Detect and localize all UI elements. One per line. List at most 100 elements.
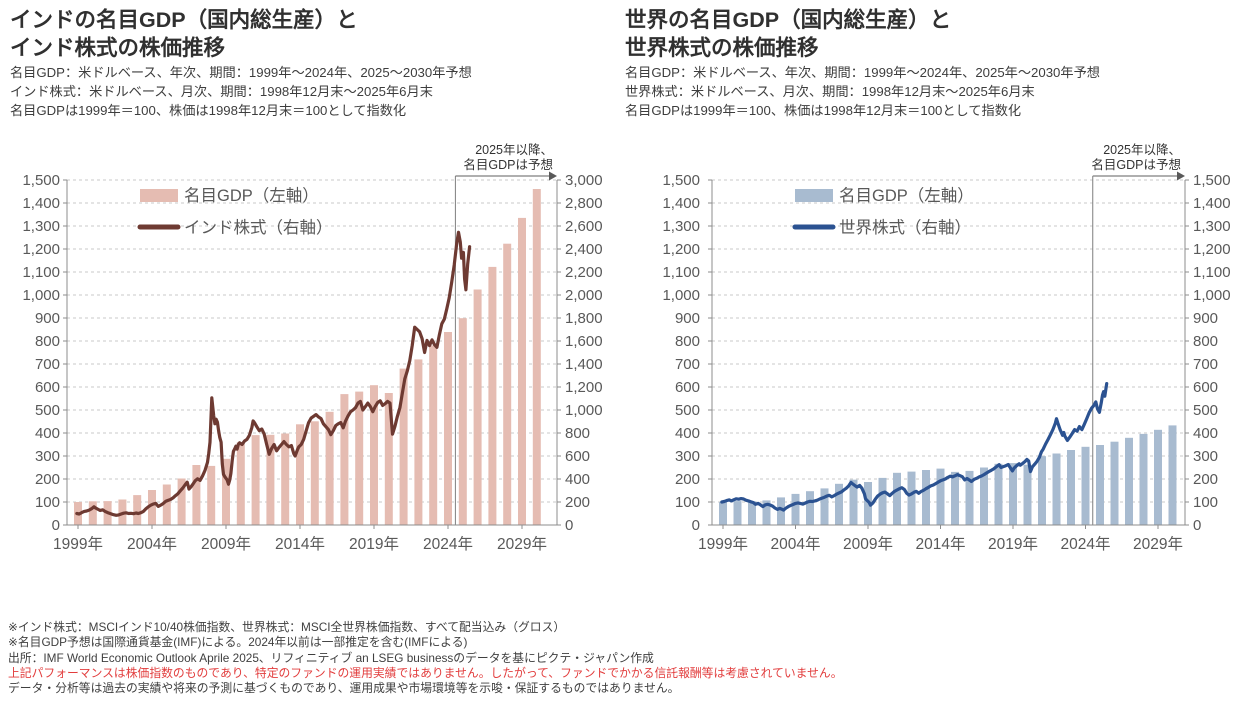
world-gdp-bar (965, 470, 974, 525)
right-axis-label: 800 (565, 425, 590, 442)
world-gdp-bar (806, 491, 814, 525)
india-gdp-bar (296, 424, 304, 525)
world-gdp-bar (777, 497, 785, 525)
left-axis-label: 0 (692, 517, 700, 534)
world-gdp-bar (1096, 445, 1104, 525)
india-gdp-bar (266, 434, 275, 525)
left-axis-label: 500 (675, 402, 700, 419)
right-axis-label: 3,000 (565, 172, 603, 189)
left-axis-label: 800 (35, 333, 60, 350)
world-stock-line (720, 382, 1109, 512)
india-chart-title: インドの名目GDP（国内総生産）と インド株式の株価推移 (10, 7, 358, 62)
india-subtitle-line1: 名目GDP：米ドルベース、年次、期間：1999年～2024年、2025～2030… (10, 65, 472, 80)
left-axis-label: 500 (35, 402, 60, 419)
x-axis-label: 2019年 (349, 535, 399, 553)
x-axis-label: 1999年 (53, 535, 103, 553)
legend-bar-label: 名目GDP（左軸） (184, 186, 319, 205)
right-axis-label: 300 (1193, 448, 1218, 465)
x-axis-label: 2014年 (275, 535, 325, 553)
right-axis-label: 1,500 (1193, 172, 1231, 189)
world-gdp-bar (835, 483, 843, 525)
right-axis-label: 200 (565, 494, 590, 511)
legend-line-label: インド株式（右軸） (184, 218, 333, 237)
world-gdp-bar (893, 472, 901, 525)
world-gdp-bar (1139, 433, 1148, 525)
world-gdp-bar (980, 467, 988, 525)
x-axis-label: 2024年 (423, 535, 473, 553)
left-axis-label: 100 (675, 494, 700, 511)
right-axis-label: 2,800 (565, 195, 603, 212)
india-gdp-bar (429, 345, 438, 525)
world-gdp-bar (1081, 446, 1090, 525)
world-title-line2: 世界株式の株価推移 (625, 35, 819, 60)
right-axis-label: 1,600 (565, 333, 603, 350)
world-title-line1: 世界の名目GDP（国内総生産）と (625, 8, 952, 32)
india-gdp-bar (458, 318, 467, 525)
left-axis-label: 1,100 (22, 264, 60, 281)
india-gdp-bar (162, 484, 171, 525)
india-gdp-bar (251, 435, 260, 525)
right-axis-label: 1,200 (1193, 241, 1231, 258)
right-axis-label: 1,300 (1193, 218, 1231, 235)
right-axis-label: 1,200 (565, 379, 603, 396)
forecast-arrow-head (1177, 171, 1185, 181)
right-axis-label: 1,100 (1193, 264, 1231, 281)
world-gdp-bar (1038, 456, 1046, 525)
india-gdp-bar (222, 458, 230, 525)
left-axis-label: 1,500 (22, 172, 60, 189)
right-axis-label: 1,800 (565, 310, 603, 327)
world-gdp-bar (1168, 425, 1177, 525)
india-gdp-bar (414, 359, 423, 525)
left-axis-label: 800 (675, 333, 700, 350)
world-gdp-bar (878, 477, 887, 525)
india-gdp-bar (177, 478, 186, 525)
india-stock-line (75, 230, 472, 517)
right-axis-label: 200 (1193, 471, 1218, 488)
world-subtitle-line3: 名目GDPは1999年＝100、株価は1998年12月末＝100として指数化 (625, 103, 1022, 119)
world-gdp-bar (1067, 450, 1075, 525)
india-subtitle-line2: インド株式：米ドルベース、月次、期間：1998年12月末～2025年6月末 (10, 84, 433, 100)
india-gdp-bar (310, 421, 319, 525)
footnotes: ※インド株式：MSCIインド10/40株価指数、世界株式：MSCI全世界株価指数… (8, 620, 843, 697)
forecast-annotation-line2: 名目GDPは予想 (1091, 157, 1181, 172)
world-gdp-bar (1110, 441, 1119, 525)
world-gdp-bar (1125, 437, 1133, 525)
india-gdp-bar (340, 394, 349, 525)
world-gdp-bar (748, 501, 756, 525)
left-axis-label: 900 (675, 310, 700, 327)
left-axis-label: 400 (675, 425, 700, 442)
legend-bar-label: 名目GDP（左軸） (839, 186, 974, 205)
world-gdp-bar (951, 471, 959, 525)
left-axis-label: 1,400 (662, 195, 700, 212)
footnote-source: 出所：IMF World Economic Outlook Aprile 202… (8, 650, 654, 665)
forecast-annotation-line1: 2025年以降、 (1103, 143, 1181, 157)
x-axis-label: 2004年 (127, 535, 177, 553)
left-axis-label: 0 (52, 517, 60, 534)
india-subtitle-line3: 名目GDPは1999年＝100、株価は1998年12月末＝100として指数化 (10, 103, 407, 119)
right-axis-label: 600 (1193, 379, 1218, 396)
left-axis-label: 100 (35, 494, 60, 511)
x-axis-label: 2029年 (1133, 535, 1183, 553)
right-axis-label: 2,000 (565, 287, 603, 304)
forecast-annotation-line2: 名目GDPは予想 (463, 157, 553, 172)
world-gdp-bar (762, 500, 771, 525)
left-axis-label: 1,300 (22, 218, 60, 235)
right-axis-label: 1,000 (1193, 287, 1231, 304)
right-axis-label: 1,400 (1193, 195, 1231, 212)
world-gdp-bar (1052, 453, 1061, 525)
world-subtitle-line2: 世界株式：米ドルベース、月次、期間：1998年12月末～2025年6月末 (625, 84, 1035, 100)
india-gdp-bar (384, 393, 393, 525)
left-axis-label: 1,500 (662, 172, 700, 189)
right-axis-label: 600 (565, 448, 590, 465)
footnote-index-definition: ※インド株式：MSCIインド10/40株価指数、世界株式：MSCI全世界株価指数… (8, 620, 566, 634)
left-axis-label: 1,200 (22, 241, 60, 258)
x-axis-label: 2019年 (988, 535, 1038, 553)
x-axis-label: 2009年 (843, 535, 893, 553)
right-axis-label: 100 (1193, 494, 1218, 511)
right-axis-label: 2,200 (565, 264, 603, 281)
world-gdp-stock-chart: 2025年以降、名目GDPは予想 0 100 200 300 400 500 600 700 80… (662, 143, 1231, 553)
legend-bar-swatch (795, 189, 833, 202)
right-axis-label: 0 (565, 517, 573, 534)
india-chart-subtitle: 名目GDP：米ドルベース、年次、期間：1999年～2024年、2025～2030… (10, 63, 472, 120)
right-axis-label: 2,600 (565, 218, 603, 235)
